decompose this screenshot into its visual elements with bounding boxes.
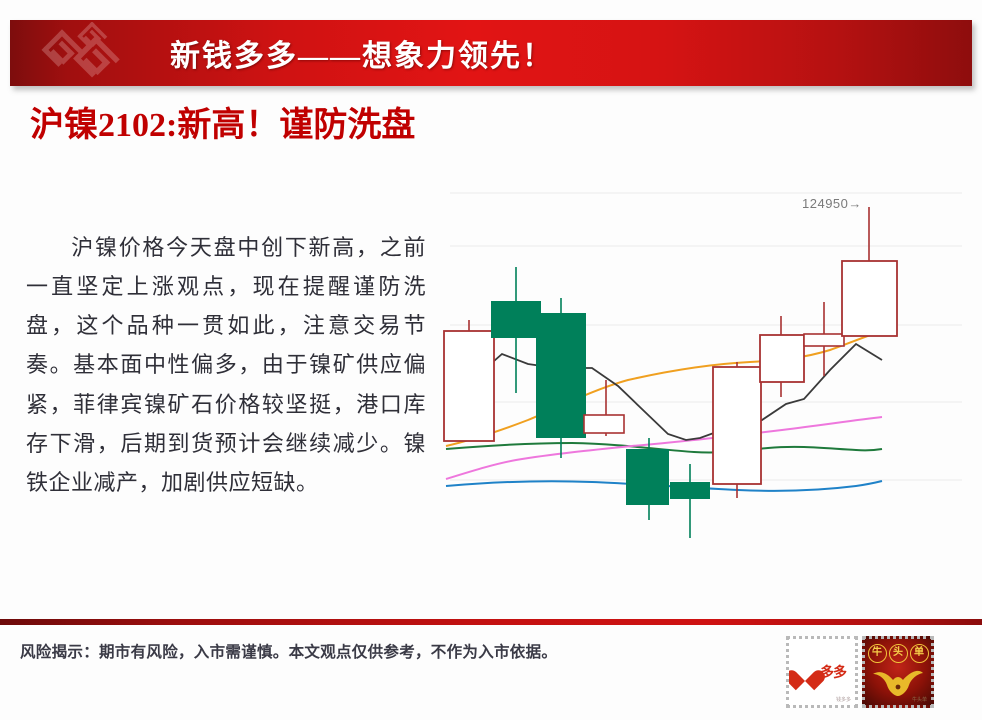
qianduoduo-logo-stamp: 钱 多多 钱多多	[786, 636, 858, 708]
niutoudan-logo: 牛 头 单	[865, 639, 931, 705]
candle-1[interactable]	[443, 320, 495, 442]
page-title: 沪镍2102:新高！谨防洗盘	[30, 107, 416, 144]
niu-char-2: 头	[888, 644, 908, 663]
qianduoduo-qian-char: 钱	[802, 658, 814, 670]
ma-black-line	[445, 342, 883, 441]
candle-4[interactable]	[583, 380, 625, 436]
candlestick-chart[interactable]: 124950→	[432, 168, 962, 550]
qianduoduo-logo: 钱 多多	[791, 648, 853, 696]
qianduoduo-duoduo-chars: 多多	[820, 666, 847, 681]
stamp-caption-1: 钱多多	[835, 697, 851, 703]
header-banner: 新钱多多——想象力领先！	[10, 20, 972, 86]
candle-8[interactable]	[759, 316, 805, 397]
stamp-caption-2: 牛头单	[911, 697, 927, 703]
niutoudan-logo-stamp: 牛 头 单 牛头单	[862, 636, 934, 708]
candle-6[interactable]	[670, 464, 710, 538]
last-price-annotation: 124950→	[802, 196, 862, 211]
header-title: 新钱多多——想象力领先！	[170, 40, 554, 73]
ma-magenta-line	[445, 416, 883, 480]
niu-char-3: 单	[909, 644, 929, 663]
chinese-knot-diamond-pattern-icon	[41, 22, 120, 78]
ma-green-line	[445, 441, 883, 454]
bull-head-icon	[873, 670, 923, 696]
candle-3[interactable]	[536, 298, 586, 458]
candle-9[interactable]	[803, 302, 845, 376]
candle-7[interactable]	[712, 362, 762, 498]
risk-disclaimer: 风险揭示：期市有风险，入市需谨慎。本文观点仅供参考，不作为入市依据。	[20, 644, 558, 661]
ma-lines	[445, 330, 883, 492]
candle-10-new-high[interactable]	[841, 207, 898, 337]
candle-5[interactable]	[626, 438, 669, 520]
article-body-text: 沪镍价格今天盘中创下新高，之前一直坚定上涨观点，现在提醒谨防洗盘，这个品种一贯如…	[26, 235, 426, 495]
ma-orange-line	[445, 330, 883, 447]
niu-char-1: 牛	[867, 644, 887, 663]
chart-gridlines	[450, 192, 962, 481]
article-body: 沪镍价格今天盘中创下新高，之前一直坚定上涨观点，现在提醒谨防洗盘，这个品种一贯如…	[26, 228, 426, 502]
footer-divider	[0, 619, 982, 625]
candle-2[interactable]	[491, 267, 541, 393]
ma-blue-line	[445, 480, 883, 492]
candle-series	[443, 207, 898, 538]
footer-logos: 钱 多多 钱多多 牛 头 单 牛头单	[786, 636, 936, 710]
chart-canvas	[443, 192, 962, 538]
